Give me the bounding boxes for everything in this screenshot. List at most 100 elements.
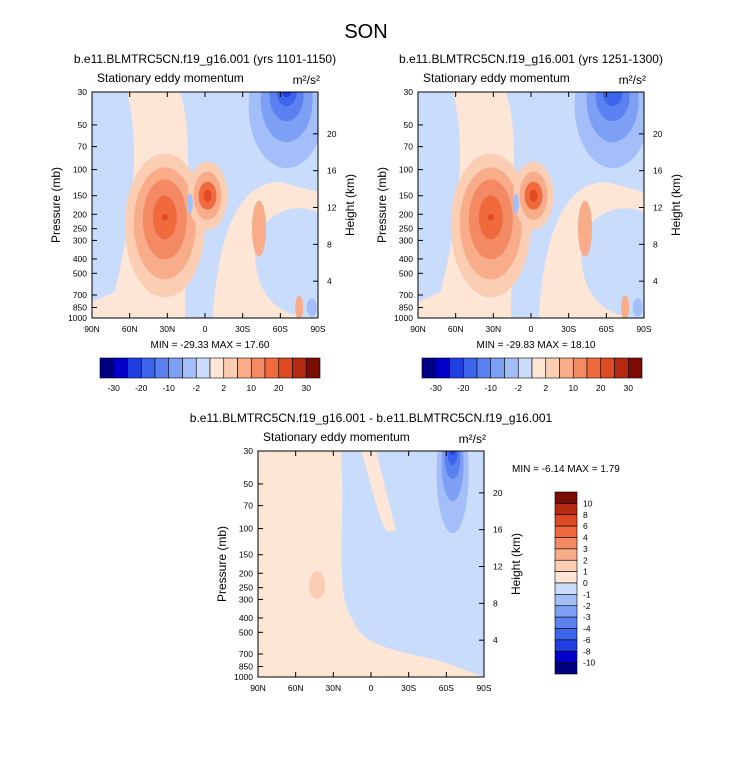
y-tick-label: 70 <box>78 142 88 152</box>
colorbar-swatch <box>182 357 197 379</box>
colorbar-label: -2 <box>514 383 522 393</box>
y-tick-label: 850 <box>239 662 253 672</box>
positive-streak <box>360 451 397 531</box>
y-tick-label: 250 <box>73 224 87 234</box>
colorbar-swatch <box>264 357 280 379</box>
colorbar-swatch <box>554 639 578 652</box>
min-max-readout: MIN = -6.14 MAX = 1.79 <box>512 464 620 475</box>
y-right-tick-label: 8 <box>327 239 332 249</box>
y-tick-label: 250 <box>239 583 253 593</box>
positive-region-nh <box>258 451 484 677</box>
colorbar-swatch <box>554 491 578 504</box>
x-tick-label: 60S <box>599 324 614 334</box>
y-tick-label: 850 <box>399 303 413 313</box>
colorbar-swatch <box>504 357 519 379</box>
y-tick-label: 700 <box>239 649 253 659</box>
colorbar-swatch <box>154 357 170 379</box>
colorbar-swatch <box>554 514 578 527</box>
y-tick-label: 300 <box>399 235 413 245</box>
y-right-axis-title: Height (km) <box>669 174 683 236</box>
colorbar-label: 10 <box>583 498 593 508</box>
neg-small <box>512 193 519 214</box>
jet-core <box>602 92 623 107</box>
x-tick-label: 30S <box>235 324 250 334</box>
colorbar-swatch <box>113 357 128 379</box>
x-tick-label: 60N <box>288 683 304 693</box>
x-tick-label: 0 <box>369 683 374 693</box>
colorbar-swatch <box>127 357 142 379</box>
figure-title: SON <box>344 21 387 43</box>
y-right-tick-label: 12 <box>493 562 503 572</box>
x-tick-label: 90S <box>636 324 651 334</box>
diff-jet-core <box>449 451 456 456</box>
colorbar-swatch <box>278 357 293 379</box>
colorbar-swatch <box>517 357 533 379</box>
sh-pos-surface <box>621 295 630 318</box>
jet-core <box>276 92 297 107</box>
y-tick-label: 700 <box>73 290 87 300</box>
negative-region-sh-lower <box>255 208 318 318</box>
colorbar-swatch <box>554 650 578 663</box>
y-tick-label: 50 <box>404 120 414 130</box>
x-tick-label: 30N <box>486 324 502 334</box>
y-tick-label: 1000 <box>68 313 87 323</box>
colorbar-swatch <box>554 594 578 607</box>
y-right-tick-label: 4 <box>327 276 332 286</box>
x-tick-label: 30S <box>561 324 576 334</box>
colorbar-swatch <box>545 357 560 379</box>
y-tick-label: 200 <box>239 568 253 578</box>
colorbar-label: 2 <box>221 383 226 393</box>
negative-region-nh <box>92 92 134 302</box>
y-axis-title: Pressure (mb) <box>215 526 229 602</box>
colorbar-swatch <box>435 357 450 379</box>
min-max-readout: MIN = -29.33 MAX = 17.60 <box>151 340 270 351</box>
colorbar-label: -2 <box>192 383 200 393</box>
x-tick-label: 0 <box>529 324 534 334</box>
colorbar-swatch <box>531 357 547 379</box>
colorbar-swatch <box>209 357 225 379</box>
colorbar-label: 20 <box>596 383 606 393</box>
y-axis-title: Pressure (mb) <box>375 167 389 243</box>
sh-pos-small <box>251 200 266 257</box>
colorbar-label: 4 <box>583 533 588 543</box>
panel-2-chart: b.e11.BLMTRC5CN.f19_g16.001 (yrs 1251-13… <box>375 52 683 393</box>
colorbar-swatch <box>99 357 115 379</box>
colorbar-label: 10 <box>247 383 257 393</box>
colorbar-label: -20 <box>457 383 470 393</box>
colorbar-swatch <box>305 357 321 379</box>
y-axis-title: Pressure (mb) <box>49 167 63 243</box>
min-max-readout: MIN = -29.83 MAX = 18.10 <box>477 340 596 351</box>
colorbar-swatch <box>292 357 307 379</box>
colorbar-swatch <box>572 357 588 379</box>
panel-title: b.e11.BLMTRC5CN.f19_g16.001 (yrs 1251-13… <box>399 52 663 66</box>
x-tick-label: 30S <box>401 683 416 693</box>
eq-max <box>203 189 212 202</box>
y-right-tick-label: 12 <box>653 203 663 213</box>
x-tick-label: 60N <box>122 324 138 334</box>
units-label: m²/s² <box>619 73 646 87</box>
y-tick-label: 500 <box>239 627 253 637</box>
y-tick-label: 30 <box>404 87 414 97</box>
colorbar-swatch <box>586 357 602 379</box>
panel-subtitle: Stationary eddy momentum <box>97 71 244 85</box>
colorbar-label: 2 <box>543 383 548 393</box>
colorbar-swatch <box>554 537 578 550</box>
y-right-tick-label: 8 <box>493 598 498 608</box>
x-tick-label: 60S <box>273 324 288 334</box>
colorbar-swatch <box>168 357 183 379</box>
y-tick-label: 250 <box>399 224 413 234</box>
x-tick-label: 90S <box>476 683 491 693</box>
colorbar-label: -10 <box>583 658 596 668</box>
eq-max <box>529 189 538 202</box>
contour-field <box>418 92 644 318</box>
panel-title: b.e11.BLMTRC5CN.f19_g16.001 - b.e11.BLMT… <box>190 411 553 425</box>
panel-1-chart: b.e11.BLMTRC5CN.f19_g16.001 (yrs 1101-11… <box>49 52 357 393</box>
x-tick-label: 30N <box>160 324 176 334</box>
colorbar-label: -4 <box>583 624 591 634</box>
colorbar-swatch <box>449 357 464 379</box>
colorbar-swatch <box>237 357 252 379</box>
x-tick-label: 90S <box>310 324 325 334</box>
y-tick-label: 30 <box>244 446 254 456</box>
y-tick-label: 300 <box>239 594 253 604</box>
colorbar-swatch <box>490 357 505 379</box>
